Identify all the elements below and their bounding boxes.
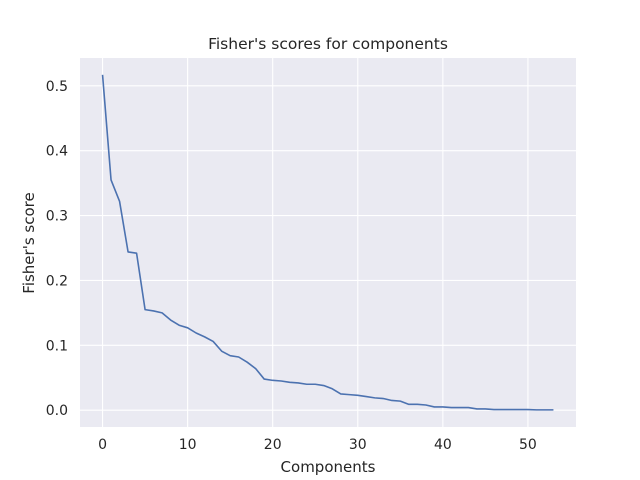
- y-tick-label: 0.2: [46, 273, 68, 289]
- series-line: [101, 74, 554, 411]
- y-tick-label: 0.4: [46, 144, 68, 160]
- tick-labels: 0 10 20 30 40 50 0.0 0.1 0.2 0.3 0.4 0.5: [46, 79, 537, 453]
- y-tick-label: 0.5: [46, 79, 68, 95]
- x-tick-label: 20: [264, 437, 282, 453]
- x-axis-label: Components: [281, 458, 376, 476]
- y-tick-label: 0.0: [46, 403, 68, 419]
- plot-background: [80, 58, 576, 427]
- x-tick-label: 0: [98, 437, 107, 453]
- x-tick-label: 40: [434, 437, 452, 453]
- x-tick-label: 30: [349, 437, 367, 453]
- y-tick-label: 0.3: [46, 209, 68, 225]
- x-tick-label: 10: [179, 437, 197, 453]
- x-tick-label: 50: [519, 437, 537, 453]
- grid-lines: [80, 58, 576, 427]
- y-axis-label: Fisher's score: [20, 192, 38, 293]
- y-tick-label: 0.1: [46, 338, 68, 354]
- series-layer: [101, 74, 554, 411]
- chart-title: Fisher's scores for components: [208, 35, 448, 53]
